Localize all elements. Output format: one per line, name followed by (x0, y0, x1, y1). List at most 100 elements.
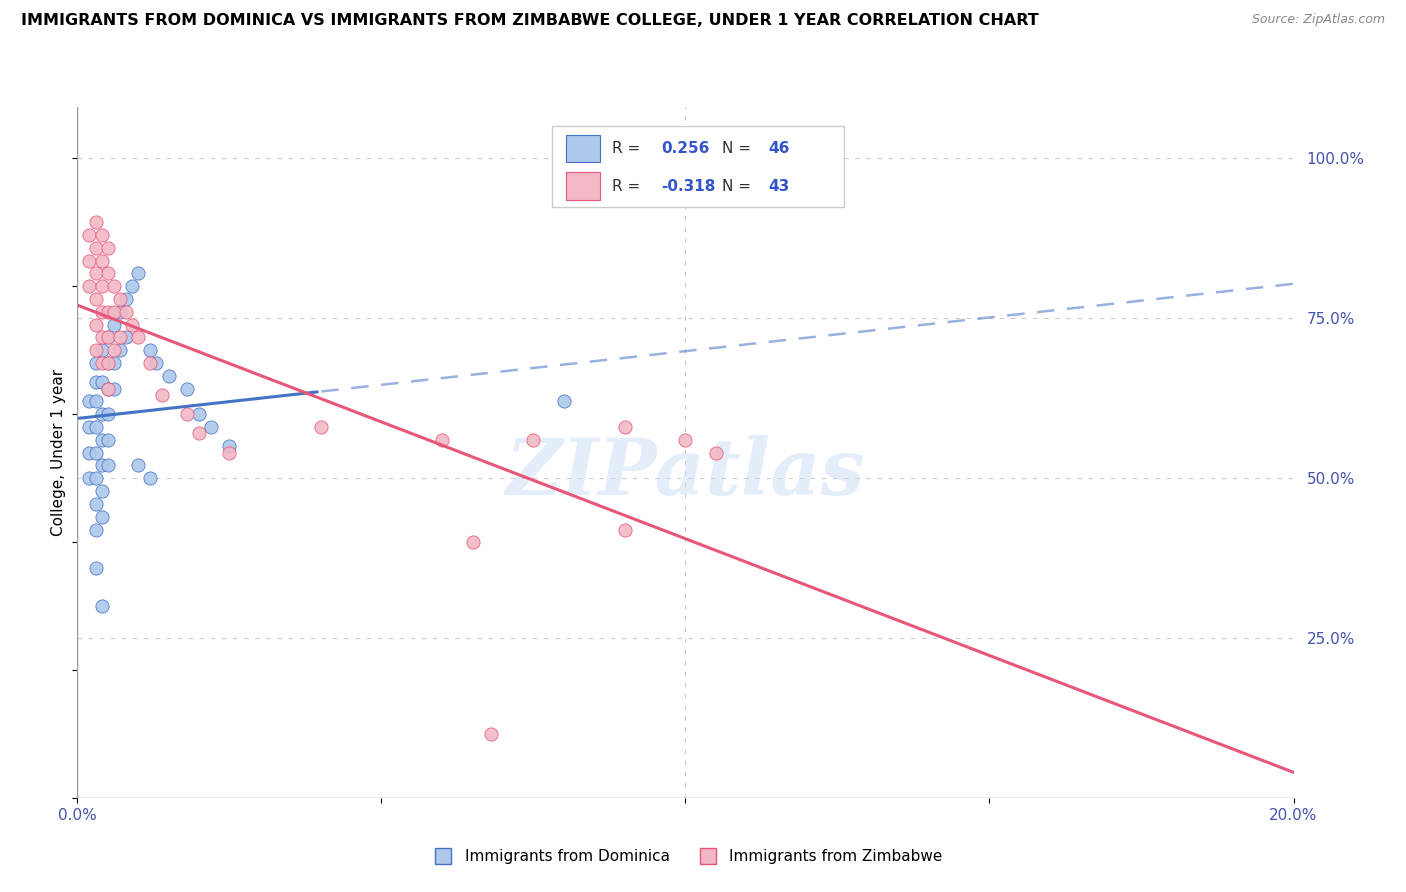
Text: 0.256: 0.256 (661, 141, 710, 156)
Point (90, 228, 112, 243)
Point (309, 420, 332, 434)
Point (84, 420, 107, 434)
Point (188, 407, 211, 421)
Point (157, 368, 180, 383)
Point (522, 433, 544, 447)
Point (103, 343, 125, 358)
Point (121, 318, 143, 332)
Text: N =: N = (721, 141, 756, 156)
Point (84, 241, 107, 255)
Point (84, 376, 107, 390)
Point (97, 330, 120, 344)
Point (79, 394, 101, 409)
Text: N =: N = (721, 178, 756, 194)
Point (115, 292, 138, 306)
Point (97, 356, 120, 370)
Point (97, 305, 120, 319)
Text: R =: R = (613, 141, 645, 156)
Point (103, 279, 125, 293)
Point (90, 305, 112, 319)
Point (103, 305, 125, 319)
Point (108, 292, 131, 306)
Point (121, 279, 143, 293)
Point (103, 382, 125, 396)
Point (84, 267, 107, 281)
Bar (567, 172, 600, 200)
Point (84, 445, 107, 460)
Point (84, 523, 107, 537)
Point (90, 279, 112, 293)
Point (145, 356, 167, 370)
Text: IMMIGRANTS FROM DOMINICA VS IMMIGRANTS FROM ZIMBABWE COLLEGE, UNDER 1 YEAR CORRE: IMMIGRANTS FROM DOMINICA VS IMMIGRANTS F… (21, 13, 1039, 29)
Point (553, 394, 575, 409)
Point (218, 439, 240, 453)
Legend: Immigrants from Dominica, Immigrants from Zimbabwe: Immigrants from Dominica, Immigrants fro… (422, 843, 949, 871)
Point (675, 433, 697, 447)
Point (613, 420, 636, 434)
Point (108, 343, 131, 358)
Point (432, 433, 454, 447)
Point (176, 407, 198, 421)
Text: -0.318: -0.318 (661, 178, 716, 194)
Point (90, 458, 112, 473)
Point (127, 267, 149, 281)
Point (90, 330, 112, 344)
Point (90, 356, 112, 370)
Point (103, 356, 125, 370)
Bar (567, 135, 600, 162)
Point (200, 420, 222, 434)
Point (90, 599, 112, 614)
Point (97, 382, 120, 396)
Point (115, 305, 138, 319)
Text: 43: 43 (768, 178, 789, 194)
Point (84, 318, 107, 332)
Point (79, 279, 101, 293)
Point (90, 376, 112, 390)
Point (139, 343, 162, 358)
Point (90, 407, 112, 421)
Point (79, 471, 101, 485)
Point (613, 523, 636, 537)
Point (479, 727, 502, 741)
Text: 46: 46 (768, 141, 790, 156)
Point (461, 535, 484, 549)
Point (79, 420, 101, 434)
Y-axis label: College, Under 1 year: College, Under 1 year (51, 369, 66, 536)
Point (139, 356, 162, 370)
Point (84, 471, 107, 485)
Point (79, 228, 101, 243)
Text: Source: ZipAtlas.com: Source: ZipAtlas.com (1251, 13, 1385, 27)
Point (97, 267, 120, 281)
Point (152, 388, 174, 402)
Point (84, 394, 107, 409)
Point (90, 484, 112, 499)
Point (90, 509, 112, 524)
Point (103, 318, 125, 332)
Point (127, 330, 149, 344)
Point (97, 356, 120, 370)
Point (108, 330, 131, 344)
Point (90, 343, 112, 358)
Point (97, 241, 120, 255)
Point (84, 292, 107, 306)
Point (84, 356, 107, 370)
Text: R =: R = (613, 178, 645, 194)
Point (79, 253, 101, 268)
Point (139, 471, 162, 485)
Point (79, 445, 101, 460)
Point (90, 433, 112, 447)
Point (84, 497, 107, 511)
Point (97, 458, 120, 473)
Point (97, 407, 120, 421)
Point (97, 433, 120, 447)
Point (115, 330, 138, 344)
Point (84, 215, 107, 229)
Point (188, 426, 211, 441)
FancyBboxPatch shape (551, 126, 844, 207)
Point (97, 330, 120, 344)
Point (97, 382, 120, 396)
Point (218, 445, 240, 460)
Point (127, 458, 149, 473)
Point (90, 253, 112, 268)
Point (176, 382, 198, 396)
